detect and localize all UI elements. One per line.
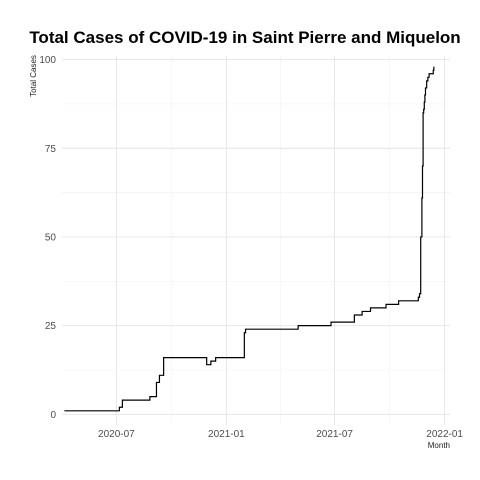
series-layer: [64, 66, 435, 412]
chart-title: Total Cases of COVID-19 in Saint Pierre …: [29, 28, 460, 47]
x-axis-title: Month: [428, 441, 450, 450]
total-cases-line: [64, 66, 435, 412]
x-tick-label: 2020-07: [98, 429, 135, 440]
x-axis-tick-labels: 2020-07 2021-01 2021-07 2022-01: [98, 429, 463, 440]
y-tick-label: 50: [45, 232, 57, 243]
major-gridlines: [62, 56, 450, 425]
x-tick-label: 2022-01: [426, 429, 463, 440]
y-tick-label: 25: [45, 321, 57, 332]
y-tick-label: 75: [45, 144, 57, 155]
minor-gridlines: [62, 56, 450, 425]
y-tick-label: 100: [39, 55, 56, 66]
y-axis-tick-labels: 0 25 50 75 100: [39, 55, 56, 421]
y-tick-label: 0: [50, 410, 56, 421]
x-tick-label: 2021-07: [316, 429, 353, 440]
y-axis-title: Total Cases: [29, 55, 38, 97]
x-tick-label: 2021-01: [208, 429, 245, 440]
